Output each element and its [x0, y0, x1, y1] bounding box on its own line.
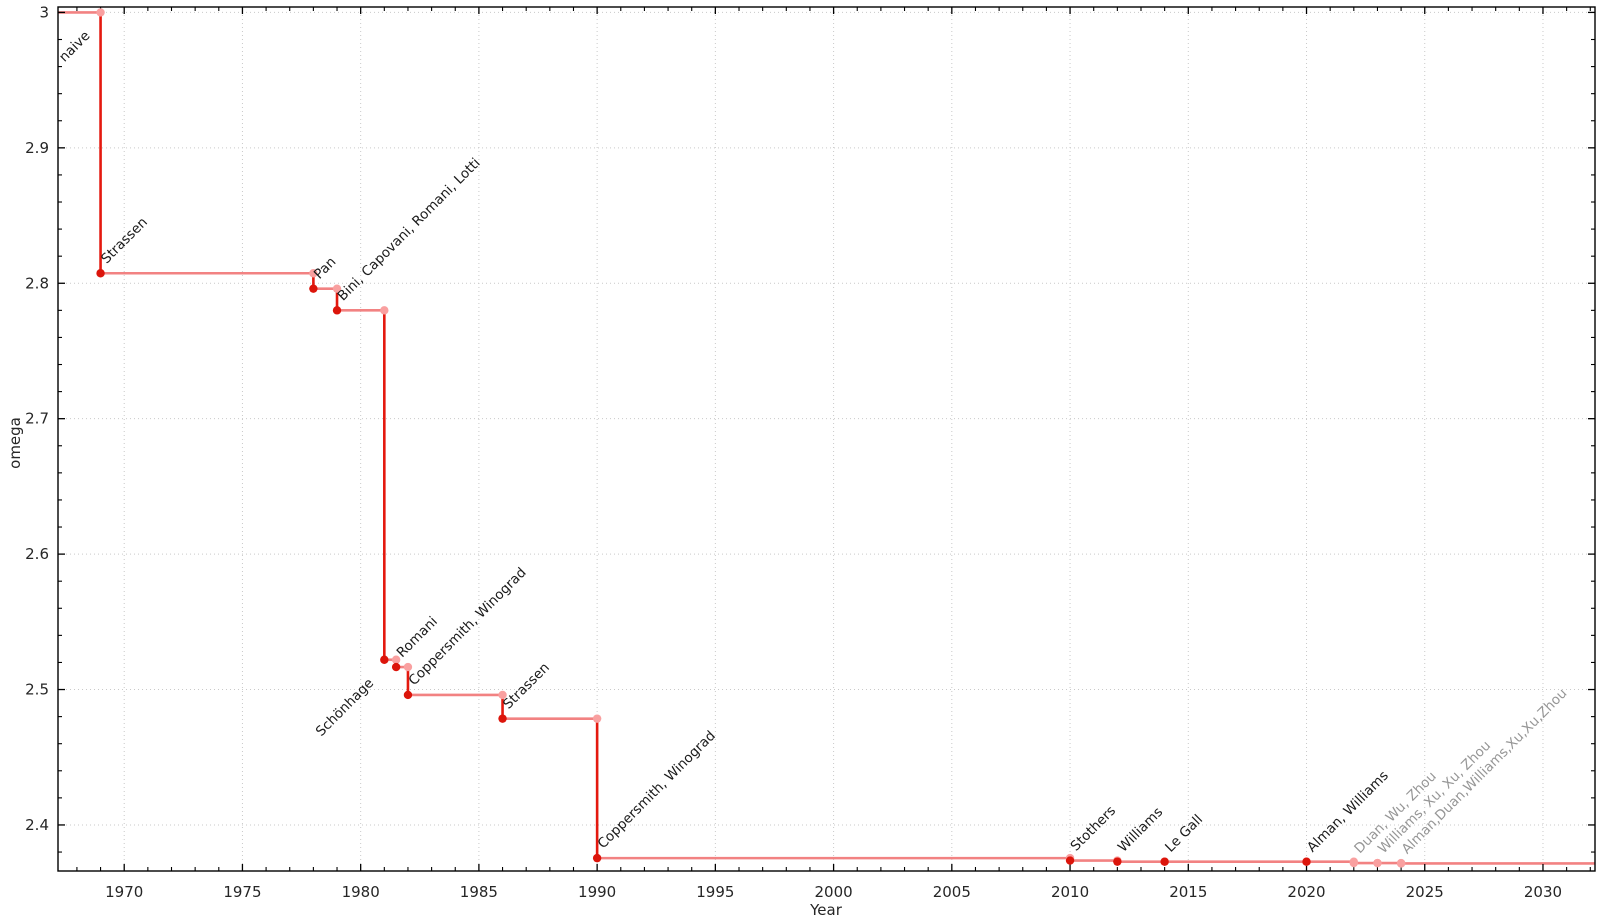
y-tick-label: 2.8 — [25, 274, 49, 292]
data-point-marker — [592, 853, 602, 863]
data-point-marker — [1113, 857, 1122, 866]
corner-marker — [332, 284, 342, 293]
tick-label-layer: 1970 1975 1980 1985 1990 1995 2000 2005 2010 2015… — [25, 3, 1562, 901]
x-tick-label: 1985 — [460, 883, 498, 901]
corner-marker — [592, 714, 602, 723]
data-point-marker — [1349, 858, 1359, 868]
corner-marker — [403, 662, 413, 672]
x-tick-label: 2020 — [1287, 883, 1325, 901]
marker-layer — [96, 8, 1406, 868]
x-tick-label: 2025 — [1406, 883, 1444, 901]
corner-marker — [309, 269, 318, 278]
x-tick-label: 1970 — [105, 883, 143, 901]
data-point-marker — [380, 655, 389, 664]
data-point-marker — [1302, 857, 1311, 866]
x-tick-label: 2015 — [1169, 883, 1207, 901]
data-point-marker — [96, 269, 105, 278]
y-tick-label: 2.9 — [25, 139, 49, 157]
x-tick-label: 1975 — [223, 883, 261, 901]
data-point-marker — [403, 690, 413, 700]
corner-marker — [391, 655, 401, 664]
corner-marker — [498, 690, 507, 700]
x-tick-label: 1995 — [696, 883, 734, 901]
data-point-marker — [1160, 857, 1169, 866]
x-tick-label: 1980 — [342, 883, 380, 901]
axes-frame-layer — [57, 6, 1596, 872]
y-tick-label: 2.7 — [25, 410, 49, 428]
plot-border — [57, 6, 1596, 872]
y-tick-label: 2.6 — [25, 545, 49, 563]
data-point-marker — [1396, 859, 1406, 868]
y-tick-label: 2.5 — [25, 681, 49, 699]
data-point-marker — [1373, 858, 1382, 868]
data-point-marker — [391, 662, 401, 672]
data-point-marker — [309, 284, 318, 293]
data-point-marker — [332, 306, 342, 315]
corner-marker — [380, 306, 389, 315]
data-point-marker — [498, 714, 507, 723]
corner-marker — [96, 8, 105, 17]
x-tick-label: 2010 — [1051, 883, 1089, 901]
x-tick-label: 2030 — [1524, 883, 1562, 901]
x-tick-label: 1990 — [578, 883, 616, 901]
x-axis-title: Year — [809, 901, 843, 919]
y-tick-label: 3 — [39, 3, 49, 21]
data-point-marker — [1065, 856, 1075, 865]
y-tick-label: 2.4 — [25, 816, 49, 834]
x-tick-label: 2005 — [933, 883, 971, 901]
y-axis-title: omega — [6, 417, 24, 469]
x-tick-label: 2000 — [815, 883, 853, 901]
